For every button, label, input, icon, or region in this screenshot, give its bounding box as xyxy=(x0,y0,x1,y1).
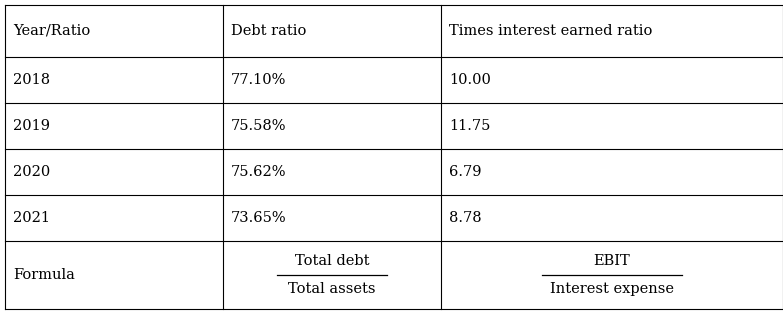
Text: 2018: 2018 xyxy=(13,73,50,87)
Text: 2021: 2021 xyxy=(13,211,50,225)
Text: Times interest earned ratio: Times interest earned ratio xyxy=(449,24,652,38)
Text: Debt ratio: Debt ratio xyxy=(231,24,306,38)
Text: 11.75: 11.75 xyxy=(449,119,490,133)
Text: Total assets: Total assets xyxy=(288,282,376,295)
Text: 75.62%: 75.62% xyxy=(231,165,287,179)
Text: Formula: Formula xyxy=(13,268,75,282)
Text: 8.78: 8.78 xyxy=(449,211,482,225)
Text: 2020: 2020 xyxy=(13,165,50,179)
Text: Total debt: Total debt xyxy=(294,254,370,268)
Text: 10.00: 10.00 xyxy=(449,73,491,87)
Text: 77.10%: 77.10% xyxy=(231,73,287,87)
Text: 6.79: 6.79 xyxy=(449,165,482,179)
Text: Year/Ratio: Year/Ratio xyxy=(13,24,90,38)
Text: EBIT: EBIT xyxy=(594,254,630,268)
Text: 2019: 2019 xyxy=(13,119,50,133)
Text: 75.58%: 75.58% xyxy=(231,119,287,133)
Text: 73.65%: 73.65% xyxy=(231,211,287,225)
Text: Interest expense: Interest expense xyxy=(550,282,674,295)
